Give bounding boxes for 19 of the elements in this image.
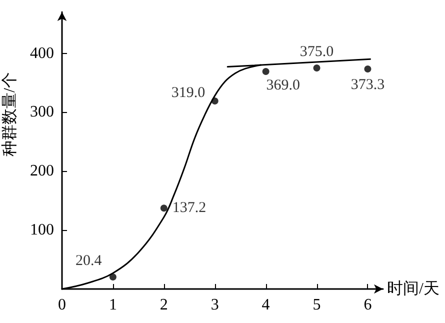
x-tick-label: 4 <box>262 296 270 314</box>
data-label: 369.0 <box>266 78 300 94</box>
y-tick-label: 400 <box>30 44 54 62</box>
data-label: 20.4 <box>75 252 102 269</box>
x-tick-label: 3 <box>210 296 219 314</box>
y-axis-title: 种群数量/个 <box>0 72 18 156</box>
x-axis-title: 时间/天 <box>387 280 440 298</box>
y-tick-label: 300 <box>30 104 54 121</box>
x-tick-label: 1 <box>108 296 117 314</box>
y-tick-label: 100 <box>30 222 54 239</box>
y-tick-label: 200 <box>30 162 54 180</box>
data-label: 373.3 <box>350 76 385 93</box>
x-tick-label: 5 <box>312 296 321 314</box>
data-label: 375.0 <box>300 44 334 60</box>
x-tick-label: 6 <box>364 296 372 314</box>
x-tick-label: 2 <box>160 296 168 314</box>
x-tick-label: 0 <box>58 296 66 314</box>
data-label: 319.0 <box>171 84 206 101</box>
data-label: 137.2 <box>172 200 206 216</box>
